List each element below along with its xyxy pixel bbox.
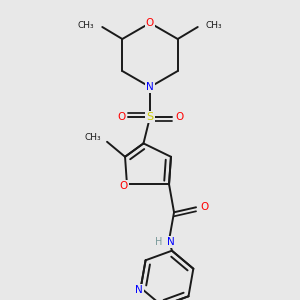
Text: O: O	[120, 181, 128, 191]
Text: CH₃: CH₃	[206, 20, 222, 29]
Text: N: N	[146, 82, 154, 92]
Text: N: N	[167, 237, 175, 247]
Text: CH₃: CH₃	[84, 133, 101, 142]
Text: O: O	[117, 112, 125, 122]
Text: O: O	[175, 112, 183, 122]
Text: N: N	[135, 285, 142, 295]
Text: H: H	[155, 237, 163, 247]
Text: O: O	[146, 18, 154, 28]
Text: S: S	[146, 112, 154, 122]
Text: O: O	[200, 202, 208, 212]
Text: CH₃: CH₃	[78, 20, 94, 29]
